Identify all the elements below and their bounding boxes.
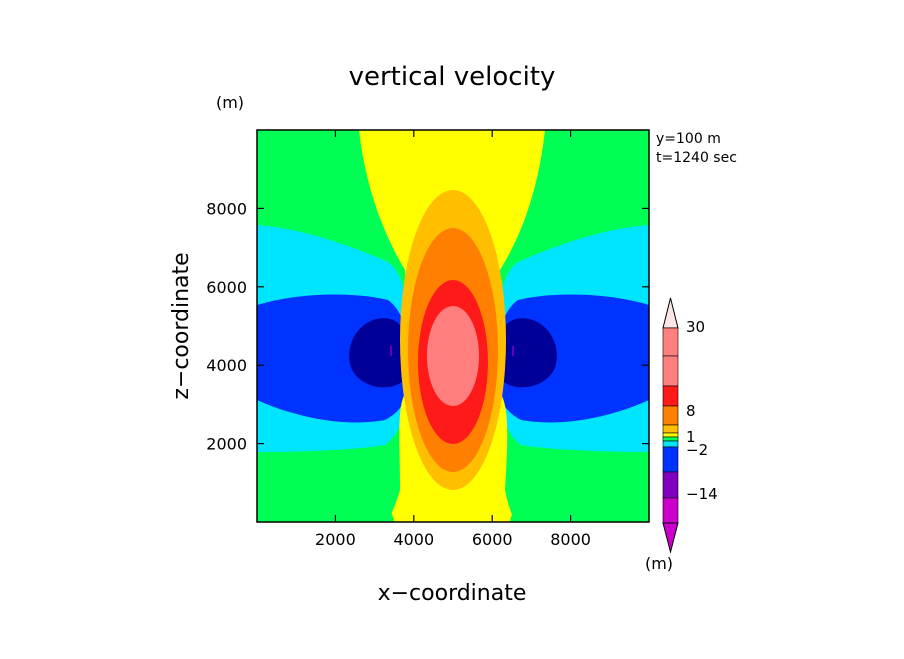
colorbar-segment [662, 446, 679, 473]
y-axis: 2000 4000 6000 8000 [206, 199, 649, 454]
colorbar-segment [662, 471, 679, 499]
colorbar-segment [662, 424, 679, 434]
chart-title: vertical velocity [349, 62, 556, 92]
colorbar-label: −14 [686, 485, 718, 503]
x-axis-title: x−coordinate [378, 581, 527, 606]
colorbar-label: 8 [686, 402, 696, 420]
contour-navy-left [349, 318, 407, 388]
x-axis: 2000 4000 6000 8000 [315, 130, 591, 549]
colorbar-segment [662, 355, 679, 387]
plot-frame [256, 129, 650, 523]
x-tick-label: 2000 [315, 530, 356, 549]
colorbar-segment [662, 440, 679, 448]
y-tick-label: 8000 [206, 199, 247, 218]
colorbar-extend-top [662, 297, 679, 329]
x-tick-label: 8000 [550, 530, 591, 549]
contour-pink-core [427, 306, 479, 406]
colorbar: 30 8 1−2 −14 [662, 297, 718, 554]
colorbar-segment [662, 432, 679, 438]
colorbar-segment [662, 436, 679, 442]
colorbar-label: 30 [686, 318, 705, 336]
info-line-t: t=1240 sec [656, 150, 737, 166]
colorbar-segment [662, 385, 679, 407]
y-tick-label: 6000 [206, 278, 247, 297]
y-tick-label: 2000 [206, 435, 247, 454]
contour-base-feature-left [384, 512, 394, 522]
y-axis-title: z−coordinate [169, 252, 194, 399]
info-line-y: y=100 m [656, 131, 721, 147]
y-axis-unit: (m) [216, 93, 244, 112]
contour-base-feature-right [510, 512, 520, 522]
x-tick-label: 4000 [393, 530, 434, 549]
contour-navy-right [499, 318, 557, 388]
y-tick-label: 4000 [206, 356, 247, 375]
colorbar-segment [662, 405, 679, 426]
colorbar-segment [662, 327, 679, 357]
colorbar-label: −2 [686, 441, 708, 459]
colorbar-segment [662, 497, 679, 524]
colorbar-extend-bottom [662, 522, 679, 554]
colorbar-unit: (m) [645, 554, 673, 573]
contour-field [257, 130, 649, 522]
colorbar-label: 1 [686, 428, 696, 446]
x-tick-label: 6000 [472, 530, 513, 549]
